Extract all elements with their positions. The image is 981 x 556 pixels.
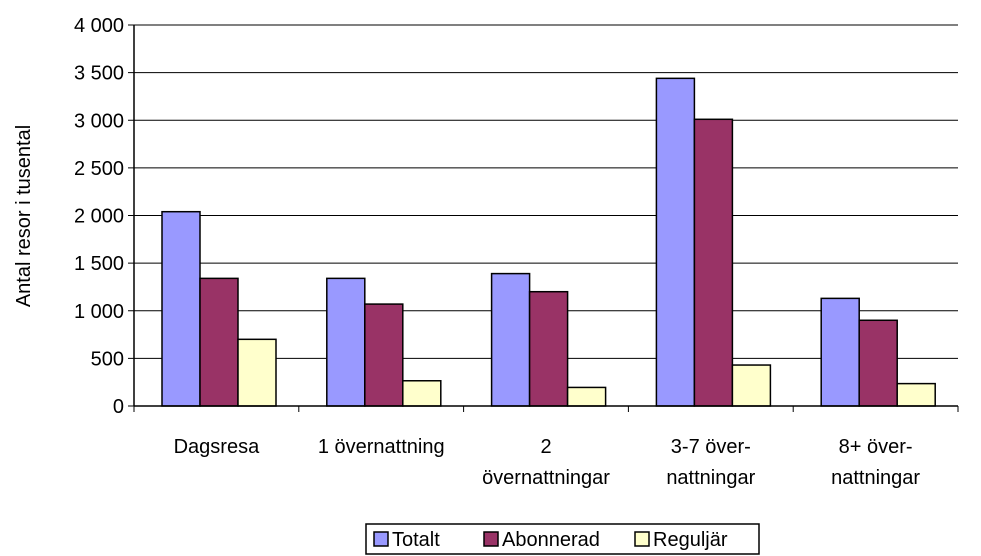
bar-abonnerad [364,303,404,407]
bar-reguljär [896,382,936,407]
y-tick-label: 1 500 [74,253,124,275]
bar-abonnerad [693,118,734,407]
bar-reguljär [402,380,442,407]
bar-reguljär [731,364,772,407]
y-axis-ticks: 0 500 1 000 1 500 2 000 2 500 3 000 3 500 4 000 [74,15,134,418]
legend-swatch-totalt [373,531,389,547]
bar-totalt [161,210,201,407]
axes [133,25,959,412]
x-tick-label-line: 3-7 över- [671,436,751,458]
x-tick-label: 3-7 över-nattningar [666,436,755,489]
x-tick-label-line: nattningar [831,467,920,489]
legend-swatch-reguljär [634,531,650,547]
bars [161,77,936,407]
bar-totalt [820,297,860,407]
bar-reguljär [566,386,607,407]
y-tick-label: 4 000 [74,15,124,37]
gridlines [134,24,958,359]
x-tick-label: 8+ över-nattningar [831,436,920,489]
x-tick-label-line: Dagsresa [174,436,260,458]
x-tick-label-line: 8+ över- [839,436,913,458]
x-tick-label-line: nattningar [666,467,755,489]
x-axis-labels: Dagsresa 1 övernattning 2 övernattningar 3-7… [174,436,921,489]
y-tick-label: 2 500 [74,158,124,180]
x-tick-label-line: 1 övernattning [318,436,445,458]
y-tick-label: 2 000 [74,206,124,228]
bar-abonnerad [858,319,898,407]
x-tick-label: Dagsresa [174,436,260,458]
y-tick-label: 500 [91,348,124,370]
x-tick-label-line: 2 [540,436,551,458]
x-tick-label: 2 övernattningar [482,436,610,489]
legend-label-reguljär: Reguljär [653,529,728,551]
legend-swatch-abonnerad [483,531,499,547]
legend: Totalt Abonnerad Reguljär [365,523,760,555]
y-tick-label: 3 500 [74,63,124,85]
y-tick-label: 0 [113,396,124,418]
bar-abonnerad [199,277,239,407]
bar-totalt [490,272,531,407]
legend-box [365,523,760,555]
x-tick-label-line: övernattningar [482,467,610,489]
bar-totalt [655,77,696,407]
x-tick-label: 1 övernattning [318,436,445,458]
legend-label-totalt: Totalt [392,529,440,551]
y-tick-label: 1 000 [74,301,124,323]
legend-label-abonnerad: Abonnerad [502,529,600,551]
bar-reguljär [237,338,277,407]
bar-totalt [326,277,366,407]
bar-abonnerad [528,290,569,407]
y-tick-label: 3 000 [74,110,124,132]
y-axis-title: Antal resor i tusental [13,125,35,307]
